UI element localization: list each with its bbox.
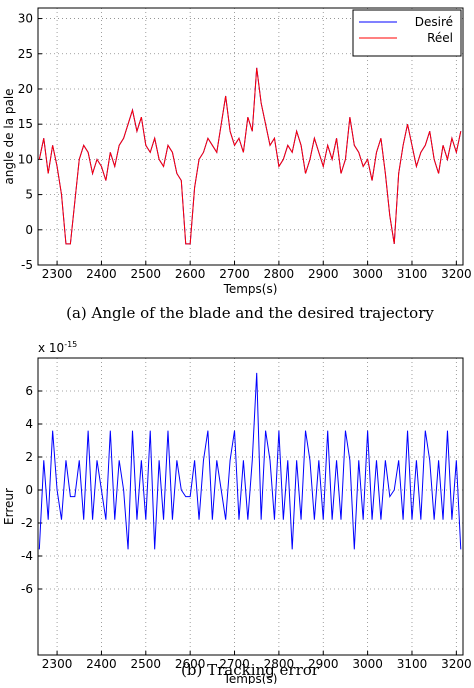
legend-label: Desiré xyxy=(415,15,453,29)
x-tick-label: 3200 xyxy=(441,267,472,281)
x-tick-label: 2500 xyxy=(131,267,162,281)
caption: (a) Angle of the blade and the desired t… xyxy=(66,304,434,322)
x-tick-label: 3000 xyxy=(352,267,383,281)
x-axis-label: Temps(s) xyxy=(223,282,278,296)
y-tick-label: 5 xyxy=(25,188,33,202)
x-tick-label: 3100 xyxy=(397,657,428,671)
multiplier-base: x 10 xyxy=(38,341,64,355)
y-tick-label: 6 xyxy=(25,384,33,398)
data-line xyxy=(38,372,462,550)
axes-frame xyxy=(37,7,464,266)
x-tick-label: 2300 xyxy=(42,657,73,671)
x-axis-label: Temps(s) xyxy=(223,672,278,684)
x-tick-label: 3200 xyxy=(441,657,472,671)
caption: (b) Tracking error xyxy=(181,661,320,679)
y-tick-label: 0 xyxy=(25,483,33,497)
x-tick-label: 2500 xyxy=(131,657,162,671)
y-tick-label: 25 xyxy=(18,47,33,61)
y-tick-label: 10 xyxy=(18,152,33,166)
x-tick-label: 2800 xyxy=(264,267,295,281)
x-tick-label: 2600 xyxy=(175,267,206,281)
y-tick-label: 4 xyxy=(25,417,33,431)
x-tick-label: 2700 xyxy=(219,657,250,671)
data-line xyxy=(38,67,462,245)
y-tick-label: 15 xyxy=(18,117,33,131)
x-tick-label: 2300 xyxy=(42,267,73,281)
multiplier-exponent: -15 xyxy=(64,340,77,349)
y-multiplier: x 10-15 xyxy=(38,340,77,355)
y-axis-label: angle de la pale xyxy=(2,88,16,184)
x-tick-label: 2900 xyxy=(308,267,339,281)
x-tick-label: 2400 xyxy=(86,267,117,281)
x-tick-label: 2400 xyxy=(86,657,117,671)
x-tick-label: 2600 xyxy=(175,657,206,671)
y-tick-label: 30 xyxy=(18,12,33,26)
y-axis-label: Erreur xyxy=(2,488,16,525)
x-tick-label: 2800 xyxy=(264,657,295,671)
x-tick-label: 3100 xyxy=(397,267,428,281)
y-tick-label: -4 xyxy=(21,549,33,563)
y-tick-label: -2 xyxy=(21,516,33,530)
legend-label: Réel xyxy=(427,31,453,45)
x-tick-label: 3000 xyxy=(352,657,383,671)
plot-area xyxy=(38,358,463,655)
x-tick-label: 2700 xyxy=(219,267,250,281)
y-tick-label: 20 xyxy=(18,82,33,96)
y-tick-label: 0 xyxy=(25,223,33,237)
y-tick-label: 2 xyxy=(25,450,33,464)
y-tick-label: -5 xyxy=(21,258,33,272)
axes-frame xyxy=(37,357,464,656)
legend-box xyxy=(352,9,462,57)
y-tick-label: -6 xyxy=(21,582,33,596)
x-tick-label: 2900 xyxy=(308,657,339,671)
